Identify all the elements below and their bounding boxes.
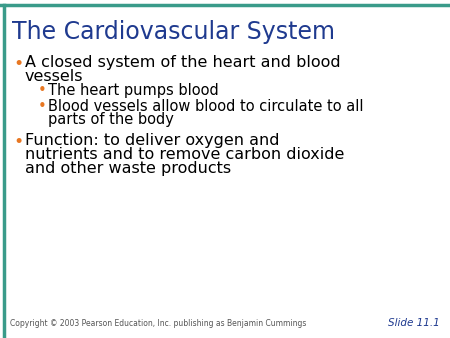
Text: and other waste products: and other waste products: [25, 161, 231, 176]
Text: parts of the body: parts of the body: [48, 112, 174, 127]
Text: A closed system of the heart and blood: A closed system of the heart and blood: [25, 55, 341, 70]
Text: The heart pumps blood: The heart pumps blood: [48, 83, 219, 98]
Text: Blood vessels allow blood to circulate to all: Blood vessels allow blood to circulate t…: [48, 99, 364, 114]
Text: vessels: vessels: [25, 69, 84, 84]
Text: •: •: [13, 133, 23, 151]
Text: Function: to deliver oxygen and: Function: to deliver oxygen and: [25, 133, 279, 148]
Text: nutrients and to remove carbon dioxide: nutrients and to remove carbon dioxide: [25, 147, 344, 162]
Text: The Cardiovascular System: The Cardiovascular System: [12, 20, 335, 44]
Text: Slide 11.1: Slide 11.1: [388, 318, 440, 328]
Text: Copyright © 2003 Pearson Education, Inc. publishing as Benjamin Cummings: Copyright © 2003 Pearson Education, Inc.…: [10, 319, 306, 328]
Text: •: •: [38, 99, 47, 114]
Text: •: •: [13, 55, 23, 73]
Text: •: •: [38, 83, 47, 98]
